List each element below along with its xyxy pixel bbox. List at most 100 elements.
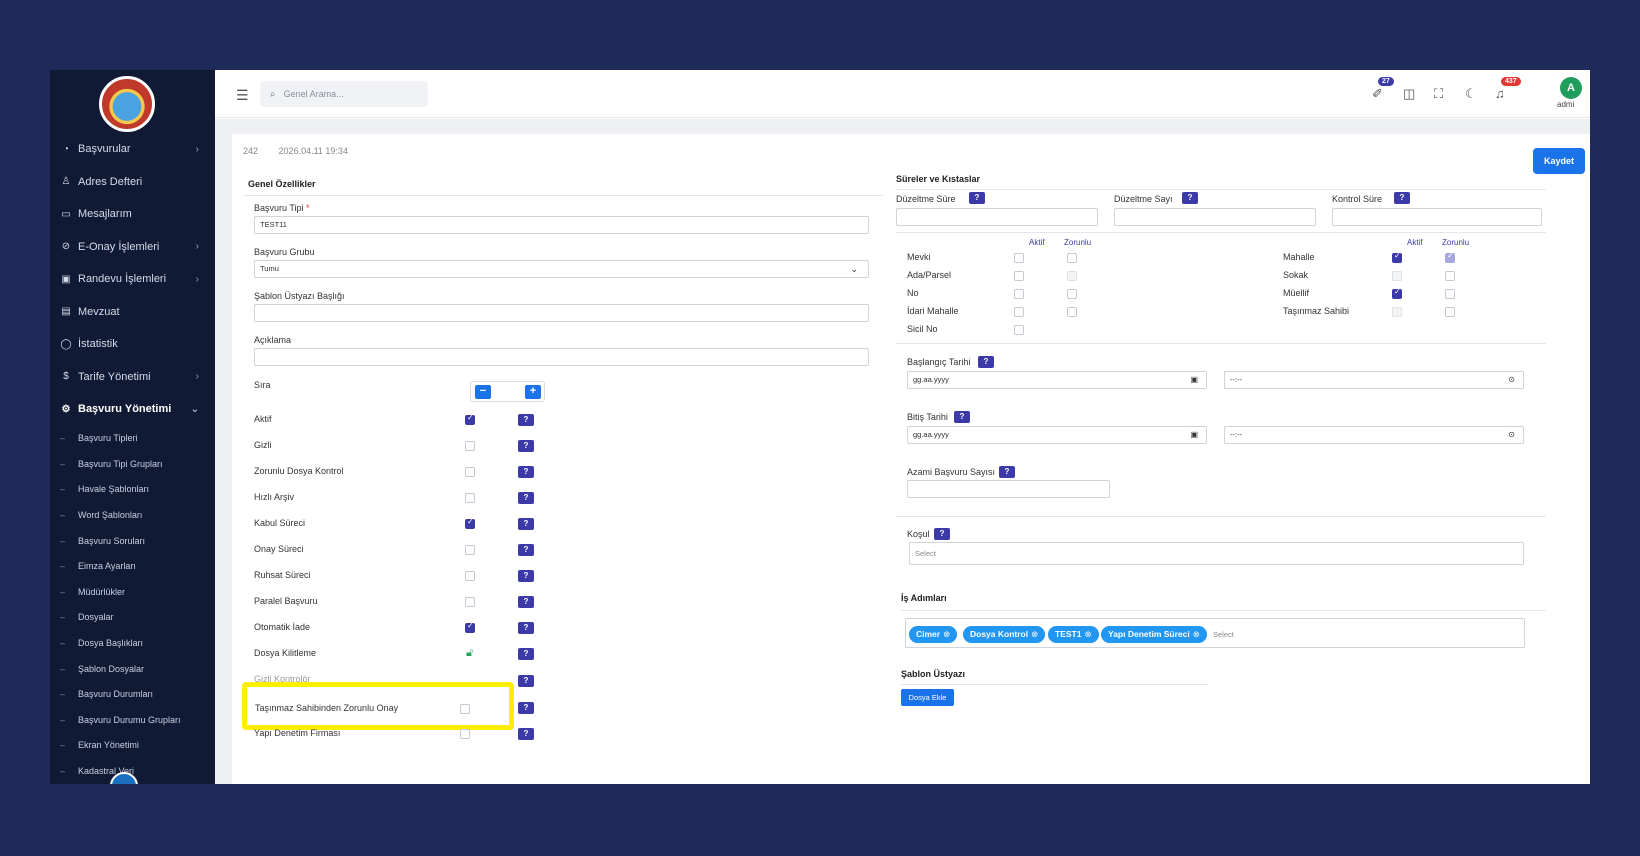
sidebar-subitem[interactable]: – Ekran Yönetimi xyxy=(60,740,139,751)
muellif-aktif-checkbox[interactable] xyxy=(1392,287,1402,299)
kontrol-sure-input[interactable] xyxy=(1332,208,1542,226)
help-icon[interactable]: ? xyxy=(1182,192,1198,204)
help-icon[interactable]: ? xyxy=(518,544,534,556)
sokak-zorunlu-checkbox[interactable] xyxy=(1445,271,1455,281)
help-icon[interactable]: ? xyxy=(518,648,534,660)
remove-tag-icon[interactable]: ⊗ xyxy=(1192,629,1200,639)
decrement-button[interactable]: − xyxy=(475,385,491,399)
mahalle-zorunlu-checkbox[interactable] xyxy=(1445,251,1455,263)
help-icon[interactable]: ? xyxy=(518,440,534,452)
sidebar-item-tarife[interactable]: $ Tarife Yönetimi › xyxy=(50,361,215,394)
layout-icon[interactable]: ◫ xyxy=(1403,86,1416,101)
template-title-input[interactable] xyxy=(254,304,869,322)
sidebar-subitem[interactable]: – Havale Şablonları xyxy=(60,484,150,495)
idari-mahalle-aktif-checkbox[interactable] xyxy=(1014,307,1024,317)
sidebar-subitem[interactable]: – Şablon Dosyalar xyxy=(60,663,145,674)
ada-parsel-aktif-checkbox[interactable] xyxy=(1014,271,1024,281)
remove-tag-icon[interactable]: ⊗ xyxy=(943,629,951,639)
rocket-icon[interactable]: ✐ 27 xyxy=(1372,77,1394,102)
help-icon[interactable]: ? xyxy=(954,411,970,423)
help-icon[interactable]: ? xyxy=(518,702,534,714)
help-icon[interactable]: ? xyxy=(518,570,534,582)
increment-button[interactable]: + xyxy=(525,385,541,399)
description-input[interactable] xyxy=(254,348,869,366)
condition-select[interactable]: Select xyxy=(909,542,1524,565)
help-icon[interactable]: ? xyxy=(518,596,534,608)
sidebar-item-basvurular[interactable]: ◔ Başvurular › xyxy=(50,133,215,166)
search-input[interactable]: ⌕ Genel Arama... xyxy=(260,81,428,107)
sidebar-item-basvuru-yonetimi[interactable]: ⚙ Başvuru Yönetimi ⌄ xyxy=(50,393,215,426)
flag-hizli-arsiv-checkbox[interactable] xyxy=(465,493,475,503)
dark-mode-icon[interactable]: ☾ xyxy=(1465,86,1477,101)
flag-paralel-checkbox[interactable] xyxy=(465,597,475,607)
bell-icon[interactable]: ♫ 437 xyxy=(1495,77,1521,101)
sidebar-subitem[interactable]: – Başvuru Tipleri xyxy=(60,433,138,444)
help-icon[interactable]: ? xyxy=(518,466,534,478)
flag-ruhsat-checkbox[interactable] xyxy=(465,571,475,581)
sidebar-item-istatistik[interactable]: ◯ İstatistik xyxy=(50,328,215,361)
duz-sure-input[interactable] xyxy=(896,208,1098,226)
max-applications-input[interactable] xyxy=(907,480,1110,498)
sidebar-item-adres-defteri[interactable]: ♙ Adres Defteri xyxy=(50,166,215,199)
help-icon[interactable]: ? xyxy=(978,356,994,368)
no-zorunlu-checkbox[interactable] xyxy=(1067,289,1077,299)
sidebar-item-randevu[interactable]: ▣ Randevu İşlemleri › xyxy=(50,263,215,296)
help-icon[interactable]: ? xyxy=(999,466,1015,478)
sidebar-subitem[interactable]: – Başvuru Durumları xyxy=(60,689,154,700)
flag-onay-checkbox[interactable] xyxy=(465,545,475,555)
save-button[interactable]: Kaydet xyxy=(1533,148,1585,174)
start-date-input[interactable]: gg.aa.yyyy ▣ xyxy=(907,371,1207,389)
order-stepper[interactable]: − + xyxy=(470,381,545,402)
lock-icon[interactable]: 🔓︎ xyxy=(466,647,474,659)
step-tag[interactable]: TEST1 ⊗ xyxy=(1048,626,1099,643)
remove-tag-icon[interactable]: ⊗ xyxy=(1031,629,1039,639)
help-icon[interactable]: ? xyxy=(1394,192,1410,204)
mevki-zorunlu-checkbox[interactable] xyxy=(1067,253,1077,263)
help-icon[interactable]: ? xyxy=(969,192,985,204)
sidebar-subitem[interactable]: – Dosyalar xyxy=(60,612,114,623)
idari-mahalle-zorunlu-checkbox[interactable] xyxy=(1067,307,1077,317)
help-icon[interactable]: ? xyxy=(518,518,534,530)
help-icon[interactable]: ? xyxy=(518,728,534,740)
remove-tag-icon[interactable]: ⊗ xyxy=(1084,629,1092,639)
step-tag[interactable]: Yapı Denetim Süreci ⊗ xyxy=(1101,626,1207,643)
sidebar-item-mesajlarim[interactable]: ▭ Mesajlarım xyxy=(50,198,215,231)
sidebar-subitem[interactable]: – Word Şablonları xyxy=(60,510,143,521)
ada-parsel-zorunlu-checkbox[interactable] xyxy=(1067,271,1077,281)
avatar[interactable]: A xyxy=(1560,77,1582,99)
fullscreen-icon[interactable]: ⛶ xyxy=(1434,86,1444,101)
end-date-input[interactable]: gg.aa.yyyy ▣ xyxy=(907,426,1207,444)
help-icon[interactable]: ? xyxy=(518,675,534,687)
help-icon[interactable]: ? xyxy=(518,622,534,634)
sidebar-subitem[interactable]: – Kadastral Veri xyxy=(60,766,135,777)
flag-aktif-checkbox[interactable] xyxy=(465,413,475,425)
sidebar-item-mevzuat[interactable]: ▤ Mevzuat xyxy=(50,296,215,329)
sidebar-item-e-onay[interactable]: ⊘ E-Onay İşlemleri › xyxy=(50,231,215,264)
group-select[interactable]: Tumu ⌄ xyxy=(254,260,869,278)
step-tag[interactable]: Cimer ⊗ xyxy=(909,626,958,643)
no-aktif-checkbox[interactable] xyxy=(1014,289,1024,299)
muellif-zorunlu-checkbox[interactable] xyxy=(1445,289,1455,299)
duz-sayi-input[interactable] xyxy=(1114,208,1316,226)
sidebar-subitem[interactable]: – Başvuru Tipi Grupları xyxy=(60,458,163,469)
help-icon[interactable]: ? xyxy=(518,492,534,504)
help-icon[interactable]: ? xyxy=(934,528,950,540)
sidebar-subitem[interactable]: – Dosya Başlıkları xyxy=(60,638,144,649)
tasinmaz-sahibi-aktif-checkbox[interactable] xyxy=(1392,307,1402,317)
sidebar-subitem[interactable]: – Başvuru Soruları xyxy=(60,535,146,546)
flag-kabul-checkbox[interactable] xyxy=(465,517,475,529)
hamburger-menu-icon[interactable]: ☰ xyxy=(236,87,249,103)
mevki-aktif-checkbox[interactable] xyxy=(1014,253,1024,263)
sidebar-subitem[interactable]: – Müdürlükler xyxy=(60,586,126,597)
help-icon[interactable]: ? xyxy=(518,414,534,426)
flag-tasinmaz-onay-checkbox[interactable] xyxy=(460,704,470,714)
flag-gizli-checkbox[interactable] xyxy=(465,441,475,451)
flag-zorunlu-dosya-checkbox[interactable] xyxy=(465,467,475,477)
tasinmaz-sahibi-zorunlu-checkbox[interactable] xyxy=(1445,307,1455,317)
sidebar-subitem[interactable]: – Başvuru Durumu Grupları xyxy=(60,714,181,725)
end-time-input[interactable]: --:-- ⊙ xyxy=(1224,426,1524,444)
flag-otomatik-iade-checkbox[interactable] xyxy=(465,621,475,633)
type-input[interactable]: TEST11 xyxy=(254,216,869,234)
sidebar-subitem[interactable]: – Eimza Ayarları xyxy=(60,561,136,572)
step-tag[interactable]: Dosya Kontrol ⊗ xyxy=(963,626,1046,643)
